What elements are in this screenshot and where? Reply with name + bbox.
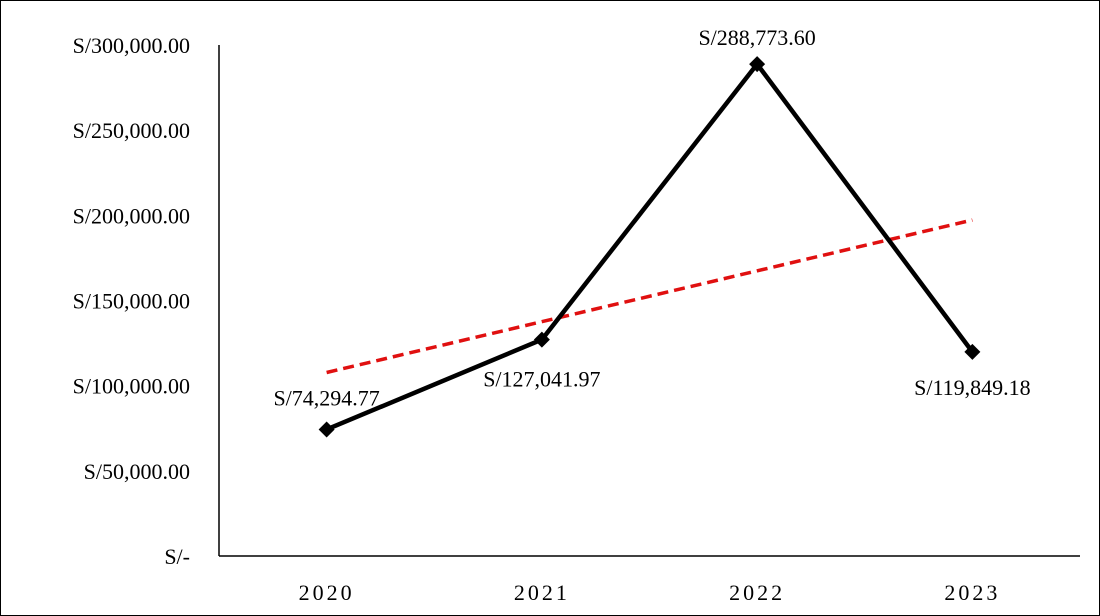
data-label: S/288,773.60 [698,25,815,50]
data-point-marker [964,343,981,360]
data-label: S/127,041.97 [483,367,600,392]
x-tick-label: 2021 [514,580,570,605]
x-tick-label: 2020 [299,580,355,605]
data-point-marker [749,56,766,73]
data-label: S/74,294.77 [273,385,379,410]
data-label: S/119,849.18 [914,375,1031,400]
y-tick-label: S/- [164,544,190,569]
y-tick-label: S/100,000.00 [73,374,190,399]
x-tick-label: 2023 [944,580,1000,605]
x-tick-label: 2022 [729,580,785,605]
trendline [326,218,973,375]
data-point-marker [533,331,550,348]
y-tick-label: S/250,000.00 [73,118,190,143]
y-tick-label: S/50,000.00 [84,459,190,484]
y-tick-label: S/300,000.00 [73,33,190,58]
y-tick-label: S/200,000.00 [73,203,190,228]
data-point-marker [318,421,335,438]
series-line [325,61,975,432]
y-tick-label: S/150,000.00 [73,289,190,314]
